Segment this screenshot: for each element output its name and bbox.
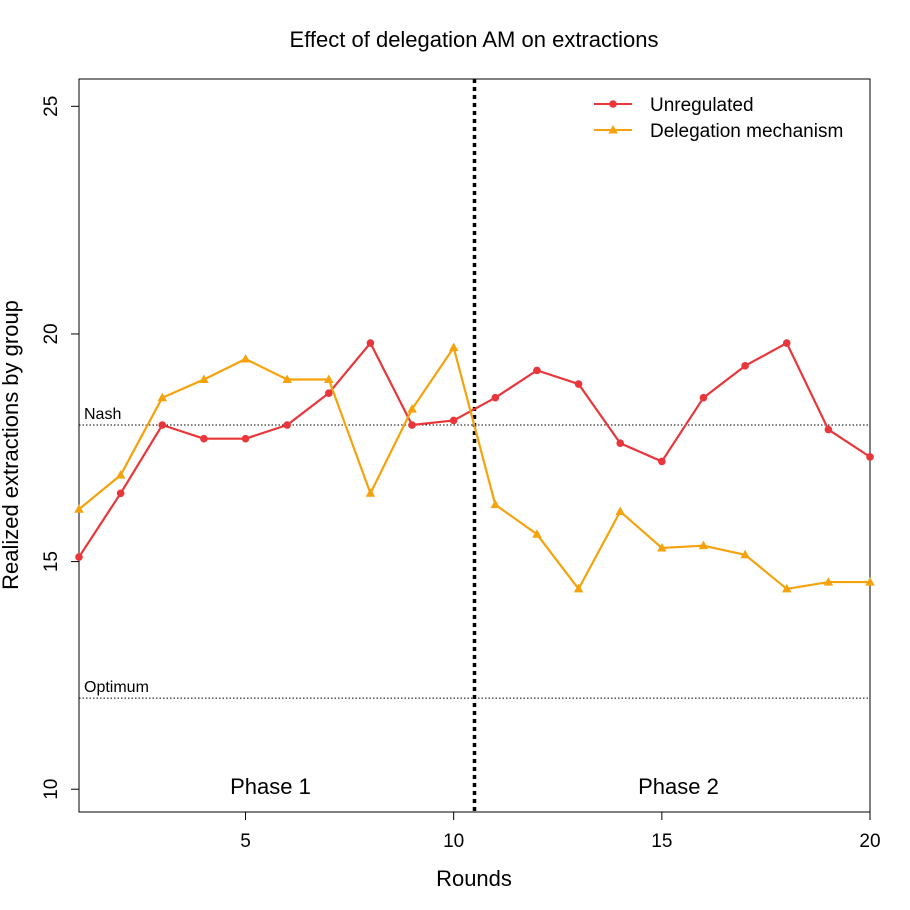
data-point bbox=[781, 583, 792, 593]
data-point bbox=[574, 380, 583, 388]
data-point bbox=[657, 542, 667, 552]
plot-frame bbox=[78, 78, 871, 813]
data-point bbox=[200, 434, 208, 443]
data-point bbox=[241, 434, 250, 443]
data-point bbox=[490, 499, 501, 509]
phase-labels: Phase 1 Phase 2 bbox=[230, 774, 719, 799]
data-point bbox=[282, 374, 292, 383]
y-tick-label: 20 bbox=[41, 323, 62, 344]
data-point bbox=[740, 549, 750, 559]
legend-marker bbox=[609, 100, 617, 108]
reference-lines: Nash Optimum bbox=[79, 406, 870, 699]
reference-label-optimum: Optimum bbox=[84, 679, 149, 696]
chart-title: Effect of delegation AM on extractions bbox=[290, 27, 659, 52]
reference-label-nash: Nash bbox=[84, 406, 121, 423]
data-point bbox=[698, 540, 709, 550]
y-axis-label: Realized extractions by group bbox=[0, 300, 23, 590]
data-point bbox=[532, 529, 542, 538]
legend-label: Delegation mechanism bbox=[650, 121, 843, 142]
data-point bbox=[199, 374, 209, 383]
axis-ticks: 5 10 15 20 10 15 20 25 bbox=[41, 96, 881, 852]
legend-marker bbox=[608, 125, 618, 134]
data-point bbox=[741, 362, 749, 370]
data-point bbox=[448, 342, 459, 352]
data-point bbox=[157, 392, 168, 402]
data-point bbox=[74, 504, 84, 513]
data-point bbox=[408, 421, 416, 429]
x-tick-label: 15 bbox=[651, 831, 672, 852]
data-point bbox=[658, 457, 666, 466]
series-layer bbox=[74, 339, 875, 593]
data-point bbox=[240, 353, 251, 363]
legend-item-2: Delegation mechanism bbox=[594, 121, 843, 142]
data-point bbox=[158, 421, 167, 429]
data-point bbox=[324, 389, 333, 397]
phase-label-1: Phase 1 bbox=[230, 774, 311, 799]
legend: Unregulated Delegation mechanism bbox=[594, 95, 843, 142]
data-point bbox=[115, 470, 126, 479]
y-tick-label: 15 bbox=[41, 551, 62, 572]
data-point bbox=[699, 393, 708, 402]
series-1 bbox=[75, 339, 874, 561]
data-point bbox=[782, 339, 791, 347]
data-point bbox=[824, 425, 833, 434]
data-point bbox=[324, 374, 334, 383]
data-point bbox=[823, 577, 834, 586]
x-axis-label: Rounds bbox=[436, 866, 512, 891]
data-point bbox=[865, 577, 875, 586]
legend-item-1: Unregulated bbox=[594, 95, 754, 116]
legend-label: Unregulated bbox=[650, 95, 754, 116]
data-point bbox=[866, 453, 874, 461]
data-point bbox=[283, 421, 291, 429]
data-point bbox=[533, 366, 541, 375]
x-tick-label: 10 bbox=[443, 831, 464, 852]
data-point bbox=[491, 393, 500, 402]
y-tick-label: 25 bbox=[41, 96, 62, 117]
series-line-2 bbox=[78, 346, 870, 591]
series-line-1 bbox=[78, 341, 871, 558]
data-point bbox=[615, 506, 625, 516]
data-point bbox=[616, 439, 625, 448]
data-point bbox=[407, 404, 417, 413]
data-point bbox=[449, 416, 458, 425]
data-point bbox=[573, 583, 584, 593]
x-tick-label: 5 bbox=[240, 831, 251, 852]
data-point bbox=[366, 339, 375, 347]
x-tick-label: 20 bbox=[859, 831, 880, 852]
phase-label-2: Phase 2 bbox=[638, 774, 719, 799]
data-point bbox=[75, 553, 83, 561]
data-point bbox=[365, 488, 376, 497]
series-2 bbox=[74, 342, 875, 593]
data-point bbox=[116, 489, 125, 498]
y-tick-label: 10 bbox=[41, 779, 62, 800]
